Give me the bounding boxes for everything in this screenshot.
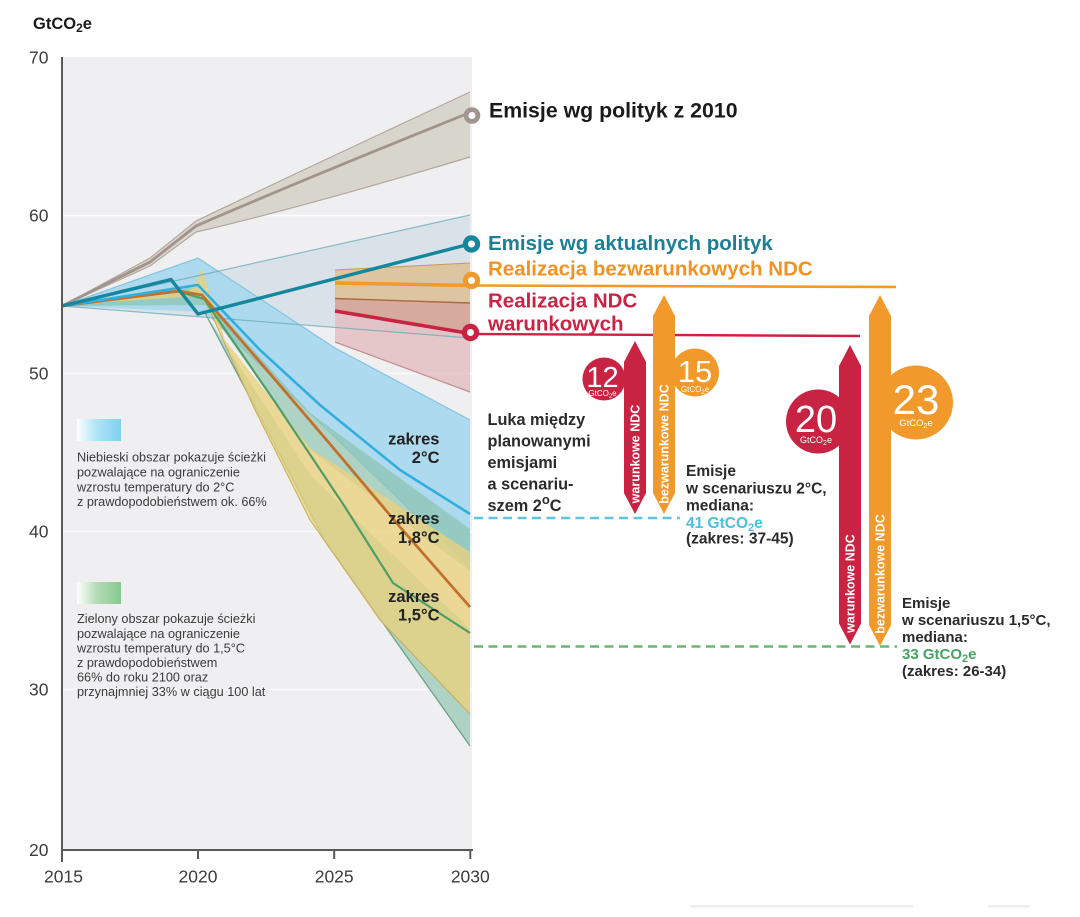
svg-text:wzrostu temperatury do 1,5°C: wzrostu temperatury do 1,5°C bbox=[76, 642, 245, 656]
svg-text:23: 23 bbox=[893, 376, 940, 423]
svg-text:2030: 2030 bbox=[451, 867, 490, 887]
svg-text:41 GtCO2e: 41 GtCO2e bbox=[686, 515, 763, 534]
svg-text:planowanymi: planowanymi bbox=[488, 433, 591, 451]
svg-text:Realizacja bezwarunkowych NDC: Realizacja bezwarunkowych NDC bbox=[488, 258, 813, 281]
svg-text:60: 60 bbox=[29, 206, 49, 226]
svg-text:warunkowe NDC: warunkowe NDC bbox=[629, 405, 643, 505]
svg-text:(zakres: 37-45): (zakres: 37-45) bbox=[686, 531, 794, 548]
svg-text:a scenariu-: a scenariu- bbox=[488, 476, 574, 494]
svg-text:warunkowych: warunkowych bbox=[487, 313, 624, 336]
svg-text:20: 20 bbox=[29, 840, 49, 860]
svg-text:Niebieski obszar pokazuje ście: Niebieski obszar pokazuje ścieżki bbox=[77, 451, 266, 465]
svg-text:pozwalające na ograniczenie: pozwalające na ograniczenie bbox=[77, 465, 240, 479]
svg-text:1,5°C: 1,5°C bbox=[398, 607, 440, 625]
svg-text:zakres: zakres bbox=[388, 431, 439, 449]
svg-text:2025: 2025 bbox=[315, 867, 354, 887]
svg-text:2020: 2020 bbox=[179, 867, 218, 887]
svg-text:2015: 2015 bbox=[44, 867, 83, 887]
svg-text:w scenariuszu 2°C,: w scenariuszu 2°C, bbox=[685, 480, 827, 497]
svg-text:Emisje: Emisje bbox=[902, 595, 950, 612]
svg-text:szem 2oC: szem 2oC bbox=[488, 492, 562, 515]
svg-text:33 GtCO2e: 33 GtCO2e bbox=[902, 646, 976, 665]
svg-text:GtCO2e: GtCO2e bbox=[588, 389, 617, 400]
svg-text:Emisje wg polityk z 2010: Emisje wg polityk z 2010 bbox=[489, 99, 738, 123]
svg-text:bezwarunkowe NDC: bezwarunkowe NDC bbox=[658, 384, 672, 503]
svg-text:wzrostu temperatury do 2°C: wzrostu temperatury do 2°C bbox=[76, 480, 234, 494]
svg-text:20: 20 bbox=[795, 399, 837, 441]
svg-text:70: 70 bbox=[29, 48, 49, 68]
svg-text:50: 50 bbox=[29, 364, 49, 384]
svg-text:bezwarunkowe NDC: bezwarunkowe NDC bbox=[874, 514, 888, 633]
svg-text:przynajmniej 33% w ciągu 100 l: przynajmniej 33% w ciągu 100 lat bbox=[77, 685, 266, 699]
svg-text:mediana:: mediana: bbox=[902, 629, 968, 646]
svg-text:Zielony obszar pokazuje ścieżk: Zielony obszar pokazuje ścieżki bbox=[77, 612, 255, 626]
svg-text:warunkowe NDC: warunkowe NDC bbox=[844, 534, 858, 634]
svg-text:Emisje: Emisje bbox=[686, 463, 736, 480]
svg-text:1,8°C: 1,8°C bbox=[398, 529, 440, 547]
svg-text:pozwalające na ograniczenie: pozwalające na ograniczenie bbox=[77, 627, 240, 641]
svg-text:emisjami: emisjami bbox=[488, 454, 558, 472]
svg-text:Realizacja NDC: Realizacja NDC bbox=[488, 290, 637, 313]
svg-text:15: 15 bbox=[678, 354, 712, 389]
svg-text:GtCO2e: GtCO2e bbox=[681, 385, 710, 396]
svg-text:30: 30 bbox=[29, 680, 49, 700]
svg-text:z prawdopodobieństwem ok. 66%: z prawdopodobieństwem ok. 66% bbox=[77, 495, 267, 509]
svg-text:z prawdopodobieństwem: z prawdopodobieństwem bbox=[77, 656, 217, 670]
svg-text:mediana:: mediana: bbox=[686, 498, 754, 515]
svg-text:66% do roku 2100 oraz: 66% do roku 2100 oraz bbox=[77, 670, 208, 684]
svg-text:GtCO2e: GtCO2e bbox=[33, 15, 92, 35]
svg-text:2°C: 2°C bbox=[412, 449, 440, 467]
svg-text:40: 40 bbox=[29, 522, 49, 542]
svg-text:GtCO2e: GtCO2e bbox=[899, 418, 932, 430]
svg-text:w scenariuszu 1,5°C,: w scenariuszu 1,5°C, bbox=[901, 612, 1051, 629]
svg-text:Emisje wg aktualnych polityk: Emisje wg aktualnych polityk bbox=[488, 232, 773, 255]
svg-text:zakres: zakres bbox=[388, 510, 439, 528]
svg-text:12: 12 bbox=[586, 362, 618, 394]
svg-text:Luka między: Luka między bbox=[488, 411, 586, 429]
svg-text:zakres: zakres bbox=[388, 588, 439, 606]
svg-text:(zakres: 26-34): (zakres: 26-34) bbox=[902, 663, 1006, 680]
